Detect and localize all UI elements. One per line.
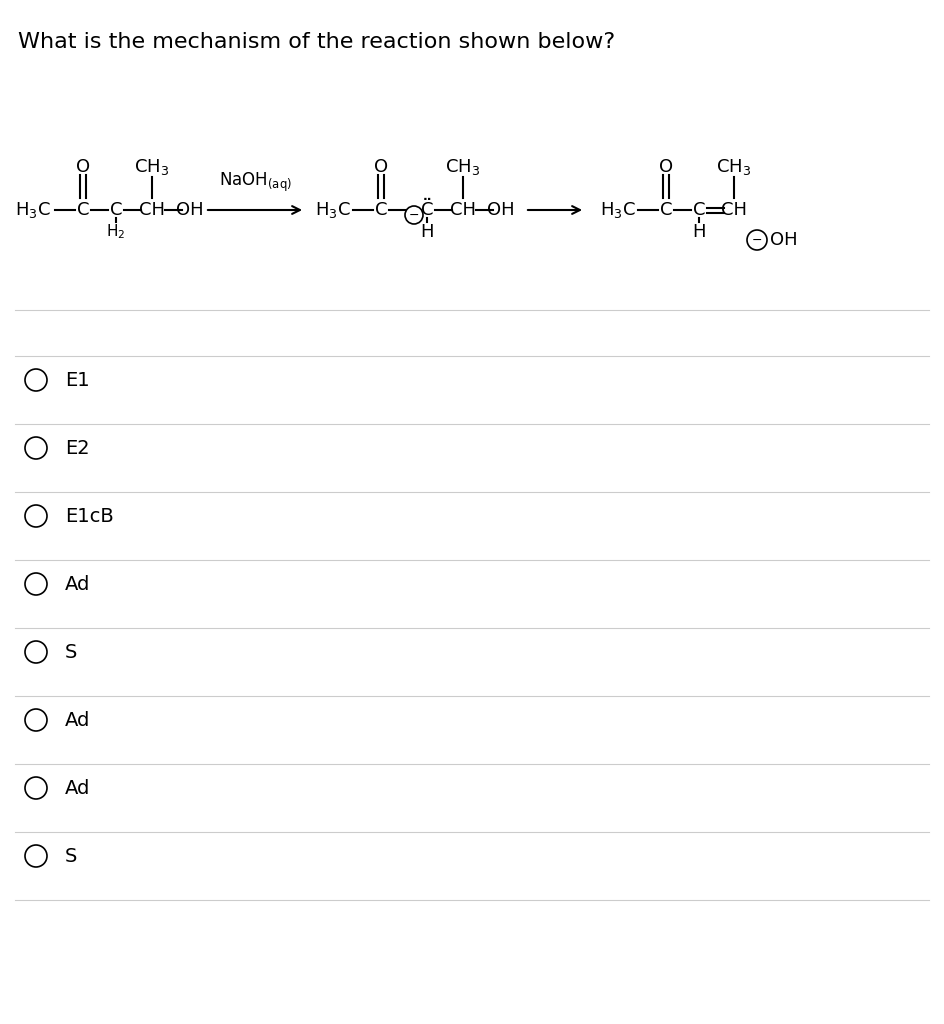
Text: C: C <box>421 201 433 219</box>
Text: −: − <box>751 233 762 247</box>
Text: E2: E2 <box>65 438 90 458</box>
Text: $\mathregular{H_3C}$: $\mathregular{H_3C}$ <box>600 200 636 220</box>
Text: C: C <box>110 201 123 219</box>
Text: OH: OH <box>770 231 798 249</box>
Text: What is the mechanism of the reaction shown below?: What is the mechanism of the reaction sh… <box>18 32 615 52</box>
Text: S: S <box>65 642 77 662</box>
Text: −: − <box>409 209 419 221</box>
Text: H: H <box>420 223 433 241</box>
Text: $\mathregular{H_2}$: $\mathregular{H_2}$ <box>107 222 126 242</box>
Text: Ad: Ad <box>65 778 91 798</box>
Text: S: S <box>65 847 77 865</box>
Text: $\mathregular{H_3C}$: $\mathregular{H_3C}$ <box>15 200 51 220</box>
Text: $\mathregular{NaOH_{(aq)}}$: $\mathregular{NaOH_{(aq)}}$ <box>218 170 292 194</box>
Text: C: C <box>693 201 705 219</box>
Text: O: O <box>76 158 90 176</box>
Text: C: C <box>375 201 387 219</box>
Text: O: O <box>374 158 388 176</box>
Text: Ad: Ad <box>65 574 91 594</box>
Text: CH: CH <box>450 201 476 219</box>
Text: $\mathregular{CH_3}$: $\mathregular{CH_3}$ <box>446 157 480 177</box>
Text: E1cB: E1cB <box>65 507 113 525</box>
Text: $\mathregular{H_3C}$: $\mathregular{H_3C}$ <box>315 200 351 220</box>
Text: CH: CH <box>139 201 165 219</box>
Text: C: C <box>660 201 672 219</box>
Text: ..: .. <box>422 189 431 203</box>
Text: $\mathregular{CH_3}$: $\mathregular{CH_3}$ <box>716 157 751 177</box>
Text: CH: CH <box>721 201 747 219</box>
Text: OH: OH <box>177 201 204 219</box>
Text: C: C <box>76 201 90 219</box>
Text: H: H <box>692 223 706 241</box>
Text: E1: E1 <box>65 371 90 389</box>
Text: OH: OH <box>487 201 514 219</box>
Text: O: O <box>659 158 673 176</box>
Text: Ad: Ad <box>65 711 91 729</box>
Text: $\mathregular{CH_3}$: $\mathregular{CH_3}$ <box>134 157 170 177</box>
